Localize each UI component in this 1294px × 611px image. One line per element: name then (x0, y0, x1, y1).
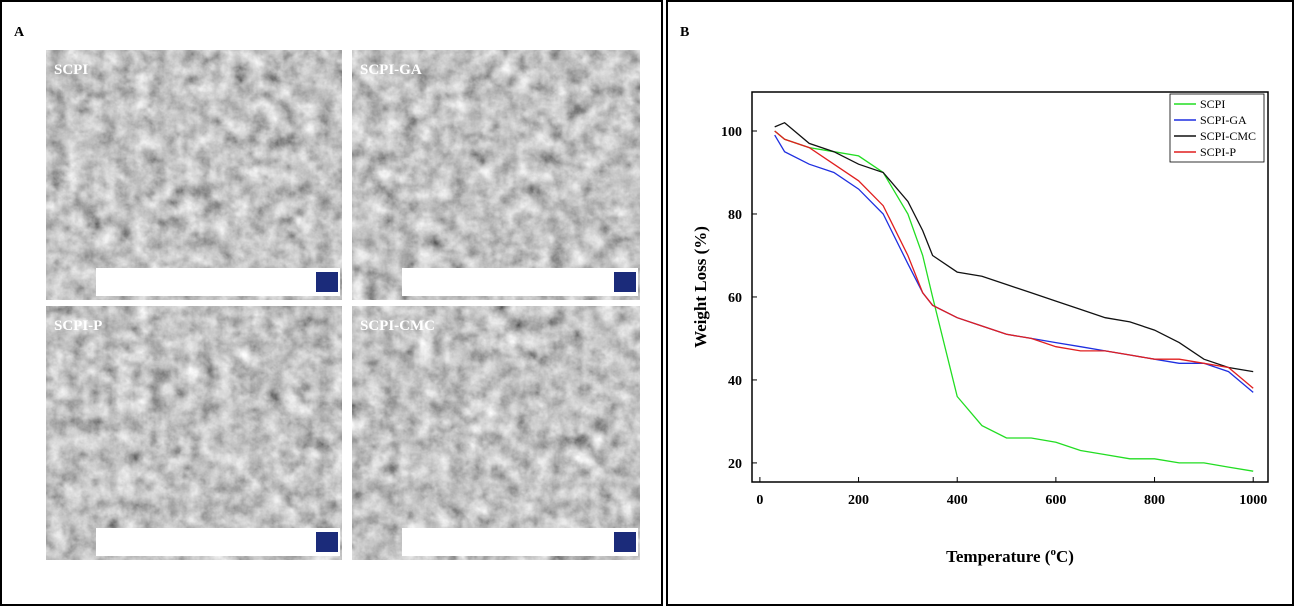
image-label: SCPI-P (54, 318, 102, 334)
data-line (774, 130, 1254, 389)
sem-image (46, 50, 342, 300)
plot-frame (751, 91, 1269, 483)
x-tick-label: 400 (947, 493, 968, 508)
zeiss-logo (316, 532, 338, 552)
x-tick-label: 1000 (1239, 493, 1267, 508)
zeiss-logo (316, 272, 338, 292)
legend-label: SCPI-CMC (1200, 129, 1256, 143)
y-tick-label: 60 (728, 291, 742, 306)
x-axis-title-part: o (1050, 546, 1056, 558)
x-tick-label: 600 (1045, 493, 1066, 508)
legend-box (1169, 93, 1265, 163)
data-line (774, 134, 1254, 393)
image-label: SCPI-CMC (360, 318, 435, 334)
x-tick-label: 200 (848, 493, 869, 508)
sem-info-bar (96, 528, 340, 556)
x-axis-title: Temperature (oC) (946, 546, 1074, 566)
panel-label: B (680, 25, 689, 40)
sem-info-bar (96, 268, 340, 296)
y-tick-label: 80 (728, 208, 742, 223)
x-axis-title-part: C) (1056, 547, 1074, 566)
zeiss-logo (614, 532, 636, 552)
panel-a-frame (0, 0, 663, 606)
x-tick-label: 0 (756, 493, 763, 508)
y-axis-title: Weight Loss (%) (691, 226, 710, 348)
data-line (774, 121, 1254, 373)
x-tick-label: 800 (1144, 493, 1165, 508)
panel-b-frame (666, 0, 1294, 606)
sem-image (352, 306, 640, 560)
panel-label: A (14, 25, 25, 40)
image-label: SCPI (54, 62, 88, 78)
y-tick-label: 20 (728, 457, 742, 472)
sem-image (352, 50, 640, 300)
legend-label: SCPI (1200, 97, 1225, 111)
image-label: SCPI-GA (360, 62, 422, 78)
sem-images: SCPI SCPI-GA SCPI-P SCPI-CMC (46, 50, 640, 560)
x-axis-title-part: Temperature ( (946, 547, 1051, 566)
legend-label: SCPI-GA (1200, 113, 1247, 127)
zeiss-logo (614, 272, 636, 292)
legend-label: SCPI-P (1200, 145, 1236, 159)
y-tick-label: 40 (728, 374, 742, 389)
y-tick-label: 100 (721, 125, 742, 140)
sem-image (46, 306, 342, 560)
sem-info-bar (402, 528, 638, 556)
data-line (774, 130, 1254, 472)
sem-info-bar (402, 268, 638, 296)
